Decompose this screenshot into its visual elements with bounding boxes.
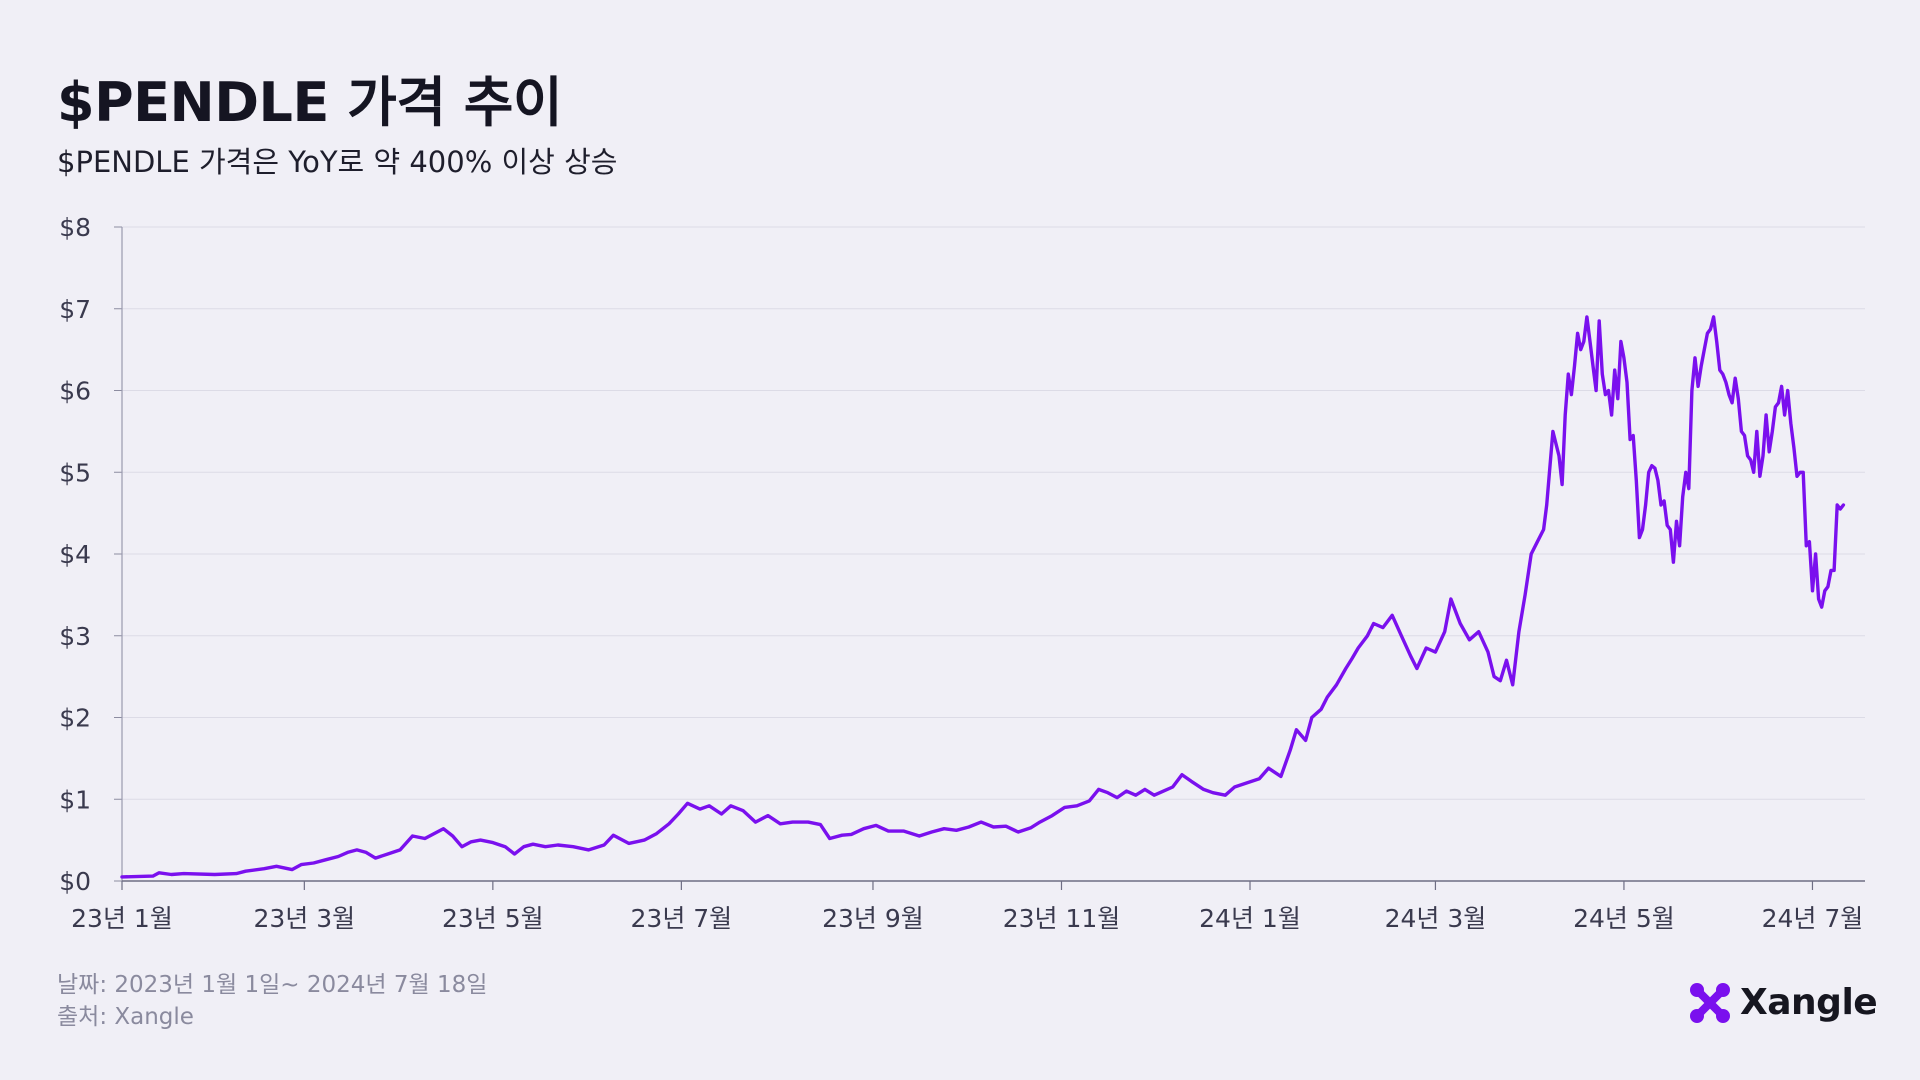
x-tick-label: 24년 1월 <box>1199 904 1301 933</box>
x-tick-label: 24년 7월 <box>1762 904 1864 933</box>
logo-petal <box>1690 982 1704 997</box>
chart-title: $PENDLE 가격 추이 <box>57 71 563 134</box>
y-axis-tick-labels: $0 $1 $2 $3 $4 $5 $6 $7 $8 <box>59 213 91 896</box>
x-tick-label: 24년 5월 <box>1573 904 1675 933</box>
x-tick-label: 24년 3월 <box>1385 904 1487 933</box>
y-tick-label: $6 <box>59 377 91 406</box>
y-tick-label: $3 <box>59 622 91 651</box>
series-layer <box>120 315 1846 879</box>
brand-name: Xangle <box>1740 982 1878 1023</box>
x-tick-label: 23년 7월 <box>631 904 733 933</box>
grid-lines <box>122 226 1865 800</box>
xangle-x-logo-icon <box>1690 982 1730 1023</box>
y-tick-label: $1 <box>59 785 91 814</box>
source-note: 출처: Xangle <box>57 1004 194 1030</box>
x-tick-label: 23년 5월 <box>442 904 544 933</box>
y-tick-label: $0 <box>59 867 91 896</box>
x-tick-label: 23년 11월 <box>1003 904 1121 933</box>
logo-petal <box>1716 1008 1730 1023</box>
logo-petal <box>1690 1008 1704 1023</box>
y-tick-label: $4 <box>59 540 91 569</box>
y-tick-label: $2 <box>59 704 91 733</box>
axes <box>114 226 1865 890</box>
chart-subtitle: $PENDLE 가격은 YoY로 약 400% 이상 상승 <box>57 145 618 179</box>
y-tick-label: $5 <box>59 458 91 487</box>
logo-petal <box>1716 982 1730 997</box>
brand-logo: Xangle <box>1690 982 1878 1023</box>
x-axis-tick-labels: 23년 1월 23년 3월 23년 5월 23년 7월 23년 9월 23년 11월 24년… <box>71 904 1863 933</box>
date-range-note: 날짜: 2023년 1월 1일~ 2024년 7월 18일 <box>57 972 488 998</box>
x-tick-label: 23년 1월 <box>71 904 173 933</box>
logo-stroke <box>1694 986 1726 1019</box>
y-tick-label: $7 <box>59 295 91 324</box>
x-tick-label: 23년 9월 <box>822 904 924 933</box>
series-line-pendle-price <box>120 315 1846 879</box>
x-tick-label: 23년 3월 <box>253 904 355 933</box>
y-tick-label: $8 <box>59 213 91 242</box>
